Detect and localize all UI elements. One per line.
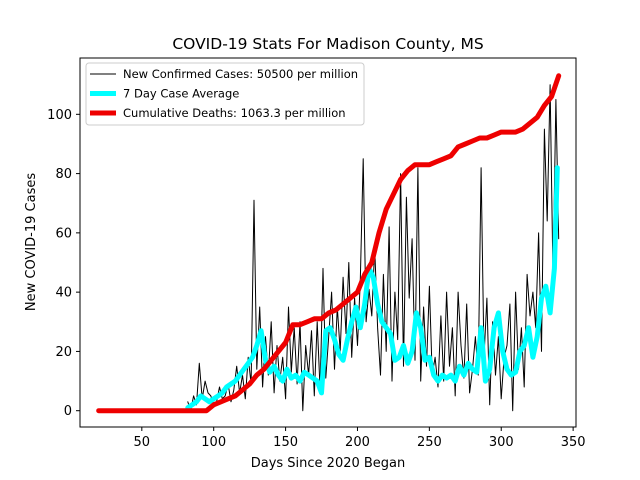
legend: New Confirmed Cases: 50500 per million 7 … [85,62,365,126]
x-tick-label: 50 [134,435,151,450]
y-tick-label: 80 [55,167,72,182]
x-axis-label: Days Since 2020 Began [251,456,406,471]
plot-series [96,73,562,414]
legend-label-2: Cumulative Deaths: 1063.3 per million [123,106,346,120]
legend-box [85,62,365,126]
x-tick-label: 150 [273,435,298,450]
y-axis: 0 20 40 60 80 100 [47,108,80,419]
y-tick-label: 60 [55,226,72,241]
x-tick-label: 300 [489,435,514,450]
y-tick-label: 0 [64,404,72,419]
y-axis-label: New COVID-19 Cases [24,173,39,311]
x-tick-label: 200 [345,435,370,450]
y-tick-label: 20 [55,345,72,360]
y-tick-label: 100 [47,108,72,123]
plot-frame [79,57,577,428]
x-tick-label: 100 [201,435,226,450]
x-tick-label: 350 [561,435,586,450]
legend-label-0: New Confirmed Cases: 50500 per million [123,67,358,81]
series-line-2 [96,73,562,414]
y-tick-label: 40 [55,286,72,301]
x-tick-label: 250 [417,435,442,450]
series-line-1 [185,165,560,411]
legend-label-1: 7 Day Case Average [123,87,239,101]
x-axis: 50 100 150 200 250 300 350 [134,427,586,450]
chart-title: COVID-19 Stats For Madison County, MS [172,35,483,53]
